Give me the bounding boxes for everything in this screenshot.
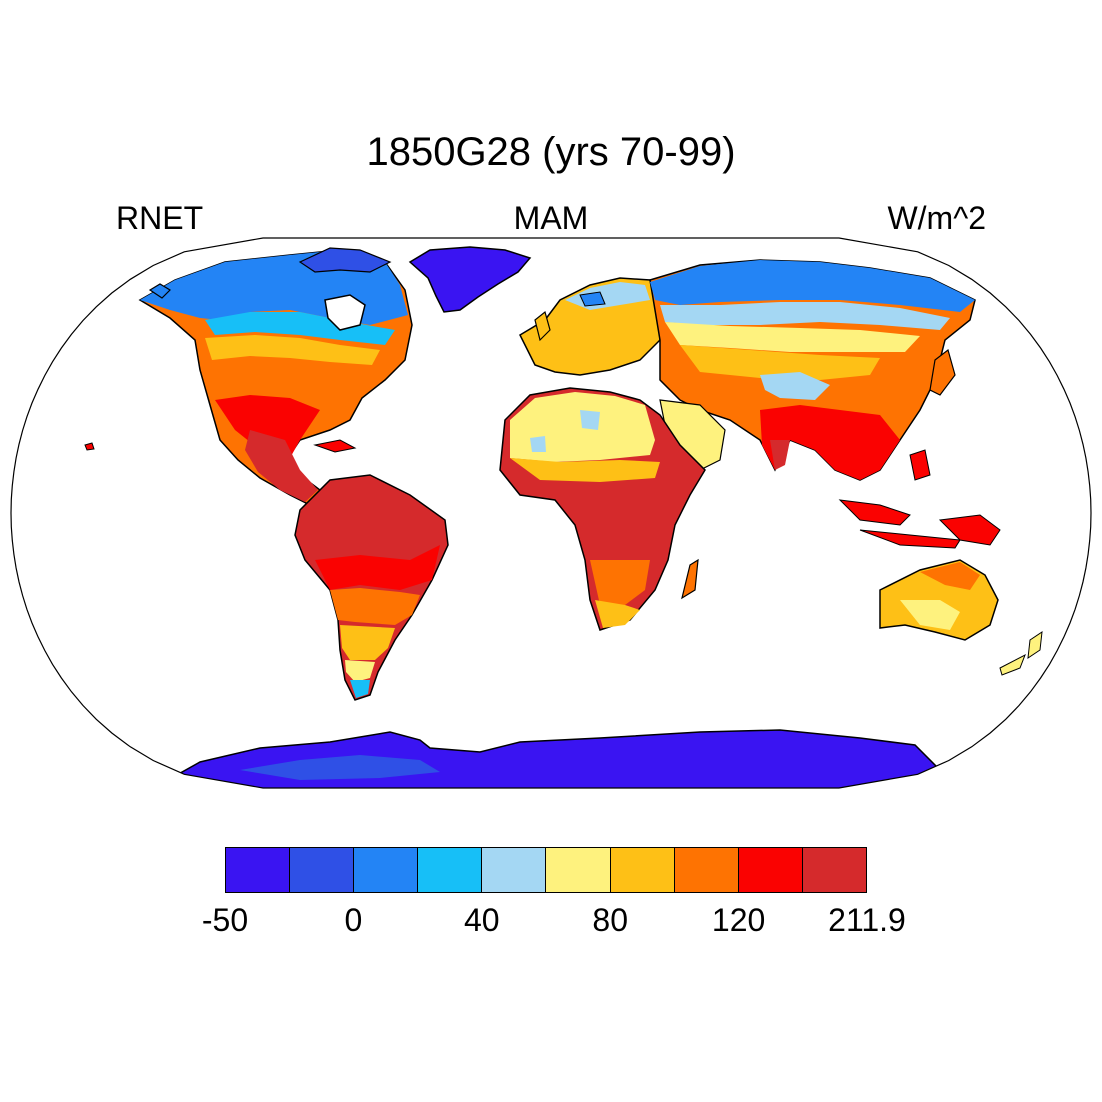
- globe-outline: [10, 237, 1092, 789]
- colorbar-swatch: [226, 848, 291, 892]
- variable-label: RNET: [116, 200, 204, 236]
- colorbar-swatch: [674, 848, 739, 892]
- season-label: MAM: [513, 200, 589, 236]
- units-label: W/m^2: [887, 200, 986, 236]
- colorbar-swatch: [802, 848, 866, 892]
- colorbar-tick-label: 40: [464, 902, 500, 938]
- colorbar-swatch: [610, 848, 675, 892]
- colorbar-swatch: [546, 848, 611, 892]
- colorbar-swatch: [738, 848, 803, 892]
- colorbar-swatch: [418, 848, 483, 892]
- colorbar-swatch: [290, 848, 355, 892]
- colorbar-tick-label: 0: [344, 902, 363, 938]
- plot-title: 1850G28 (yrs 70-99): [366, 130, 736, 174]
- colorbar-tick-label: 120: [711, 902, 766, 938]
- colorbar-tick-label: 80: [592, 902, 628, 938]
- colorbar-swatch: [354, 848, 419, 892]
- land-field-layer: [84, 246, 1043, 788]
- greenland-region: [408, 246, 532, 313]
- colorbar-tick-label: 211.9: [828, 902, 906, 938]
- antarctica-region: [147, 729, 962, 788]
- colorbar-tick-label: -50: [201, 902, 249, 938]
- colorbar: [225, 847, 867, 893]
- colorbar-swatch: [482, 848, 547, 892]
